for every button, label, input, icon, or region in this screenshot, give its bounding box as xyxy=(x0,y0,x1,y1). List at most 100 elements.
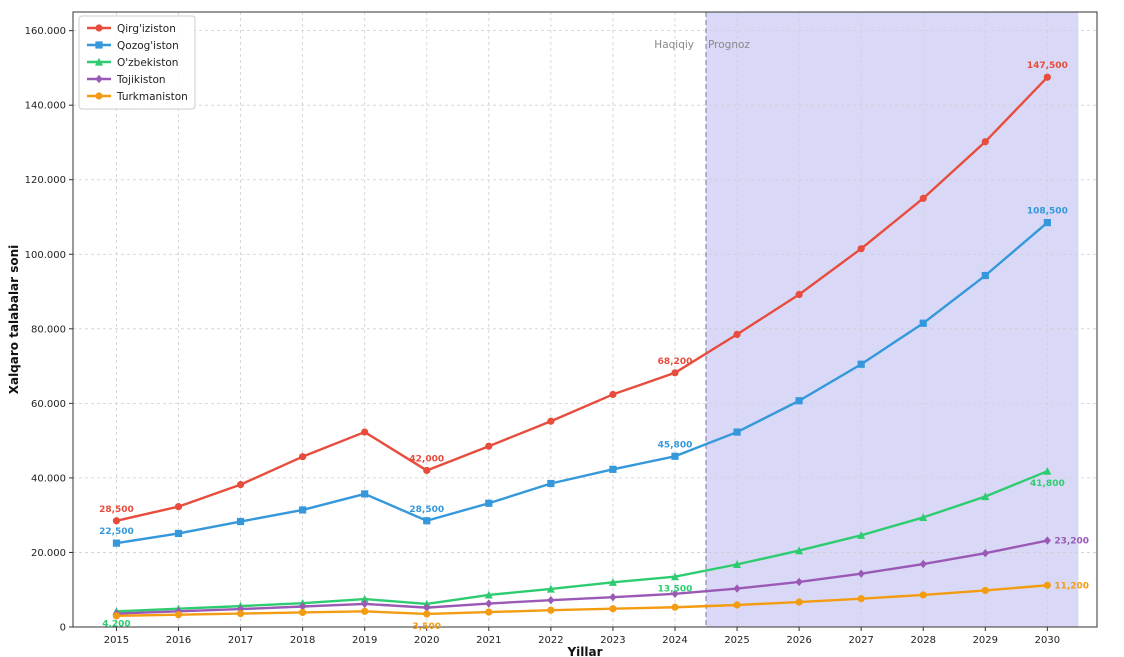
data-point xyxy=(485,599,493,608)
x-tick-label: 2018 xyxy=(290,635,315,646)
legend-label: Qozog'iston xyxy=(117,40,179,52)
data-point xyxy=(361,428,369,436)
data-point xyxy=(609,605,617,613)
data-label: 28,500 xyxy=(99,505,134,515)
x-axis-title: Yillar xyxy=(566,645,602,657)
data-label: 41,800 xyxy=(1030,479,1065,489)
data-point xyxy=(236,609,245,618)
legend-marker xyxy=(95,41,103,49)
x-tick-label: 2028 xyxy=(911,635,936,646)
legend-marker xyxy=(95,24,103,32)
y-tick-label: 0 xyxy=(60,623,66,634)
legend-marker xyxy=(95,92,103,100)
x-tick-label: 2027 xyxy=(848,635,873,646)
data-point xyxy=(857,245,865,253)
y-tick-label: 40.000 xyxy=(31,473,66,484)
data-point xyxy=(981,549,989,558)
data-label: 42,000 xyxy=(409,454,444,464)
data-point xyxy=(112,517,121,525)
data-point xyxy=(174,503,183,511)
legend-item: Turkmaniston xyxy=(87,91,188,103)
data-point xyxy=(423,466,431,475)
data-point xyxy=(485,499,493,507)
data-point xyxy=(795,397,803,405)
x-tick-label: 2026 xyxy=(786,635,811,646)
data-label: 68,200 xyxy=(658,357,693,367)
data-point xyxy=(174,529,183,538)
data-point xyxy=(1043,218,1051,227)
legend-label: Turkmaniston xyxy=(116,91,188,103)
x-tick-label: 2025 xyxy=(724,635,749,646)
data-point xyxy=(112,612,121,620)
data-point xyxy=(547,479,555,488)
data-point xyxy=(423,603,431,612)
data-point xyxy=(919,513,928,522)
data-point xyxy=(1043,536,1051,545)
data-point xyxy=(547,606,555,614)
data-point xyxy=(795,290,803,299)
data-point xyxy=(733,428,741,436)
data-point xyxy=(795,546,804,555)
data-point xyxy=(919,319,927,327)
data-point xyxy=(671,452,679,460)
data-label: 3,500 xyxy=(413,622,441,632)
data-label: 11,200 xyxy=(1054,581,1089,591)
legend-item: Qirg'iziston xyxy=(87,23,176,35)
data-point xyxy=(547,595,555,605)
data-point xyxy=(981,138,989,146)
data-point xyxy=(981,586,989,595)
data-point xyxy=(671,603,679,611)
x-tick-label: 2022 xyxy=(538,635,563,646)
forecast-region xyxy=(706,12,1079,627)
data-point xyxy=(919,591,927,599)
data-point xyxy=(547,417,555,425)
data-point xyxy=(609,390,617,399)
data-point xyxy=(671,369,679,377)
series-1 xyxy=(112,218,1051,547)
x-tick-label: 2019 xyxy=(352,635,377,646)
legend-label: O'zbekiston xyxy=(117,57,178,69)
data-point xyxy=(299,453,307,461)
data-point xyxy=(795,577,803,587)
data-point xyxy=(236,481,245,489)
x-tick-label: 2023 xyxy=(600,635,625,646)
data-point xyxy=(609,592,617,602)
series-line xyxy=(116,539,1048,615)
data-point xyxy=(733,584,741,593)
series-layer xyxy=(112,73,1052,620)
series-line xyxy=(116,584,1048,618)
plot-frame xyxy=(72,11,1098,628)
legend-marker xyxy=(95,74,103,84)
grid xyxy=(73,12,1097,628)
data-label: 45,800 xyxy=(658,440,693,450)
data-point xyxy=(423,517,431,525)
data-point xyxy=(733,560,742,568)
region-label-actual: Haqiqiy xyxy=(654,39,694,51)
y-tick-label: 60.000 xyxy=(31,399,66,410)
data-point xyxy=(981,492,990,501)
x-tick-label: 2016 xyxy=(166,635,191,646)
x-tick-label: 2017 xyxy=(228,635,253,646)
data-point xyxy=(360,594,369,603)
data-point xyxy=(299,602,307,611)
data-label: 13,500 xyxy=(658,585,693,595)
legend: Qirg'iziston Qozog'iston O'zbekiston Tojiki… xyxy=(78,15,196,110)
data-point xyxy=(485,442,493,450)
series-4 xyxy=(112,581,1051,620)
data-point xyxy=(236,604,245,614)
legend-label: Qirg'iziston xyxy=(117,23,176,35)
x-tick-label: 2015 xyxy=(104,635,129,646)
data-label: 23,200 xyxy=(1054,537,1089,547)
data-point xyxy=(857,531,866,539)
x-tick-label: 2020 xyxy=(414,635,439,646)
data-point xyxy=(299,608,307,617)
legend-marker xyxy=(95,57,103,66)
legend-item: O'zbekiston xyxy=(87,57,178,69)
x-axis: 2015 2016 2017 2018 2019 2020 2021 2022 2023 2024… xyxy=(104,627,1060,646)
x-tick-label: 2030 xyxy=(1035,635,1060,646)
data-label: 4,200 xyxy=(102,619,130,629)
data-point xyxy=(857,569,865,578)
y-axis: 0 20.000 40.000 60.000 80.000 100.000 120.000 1… xyxy=(25,26,73,634)
data-point xyxy=(423,610,431,618)
